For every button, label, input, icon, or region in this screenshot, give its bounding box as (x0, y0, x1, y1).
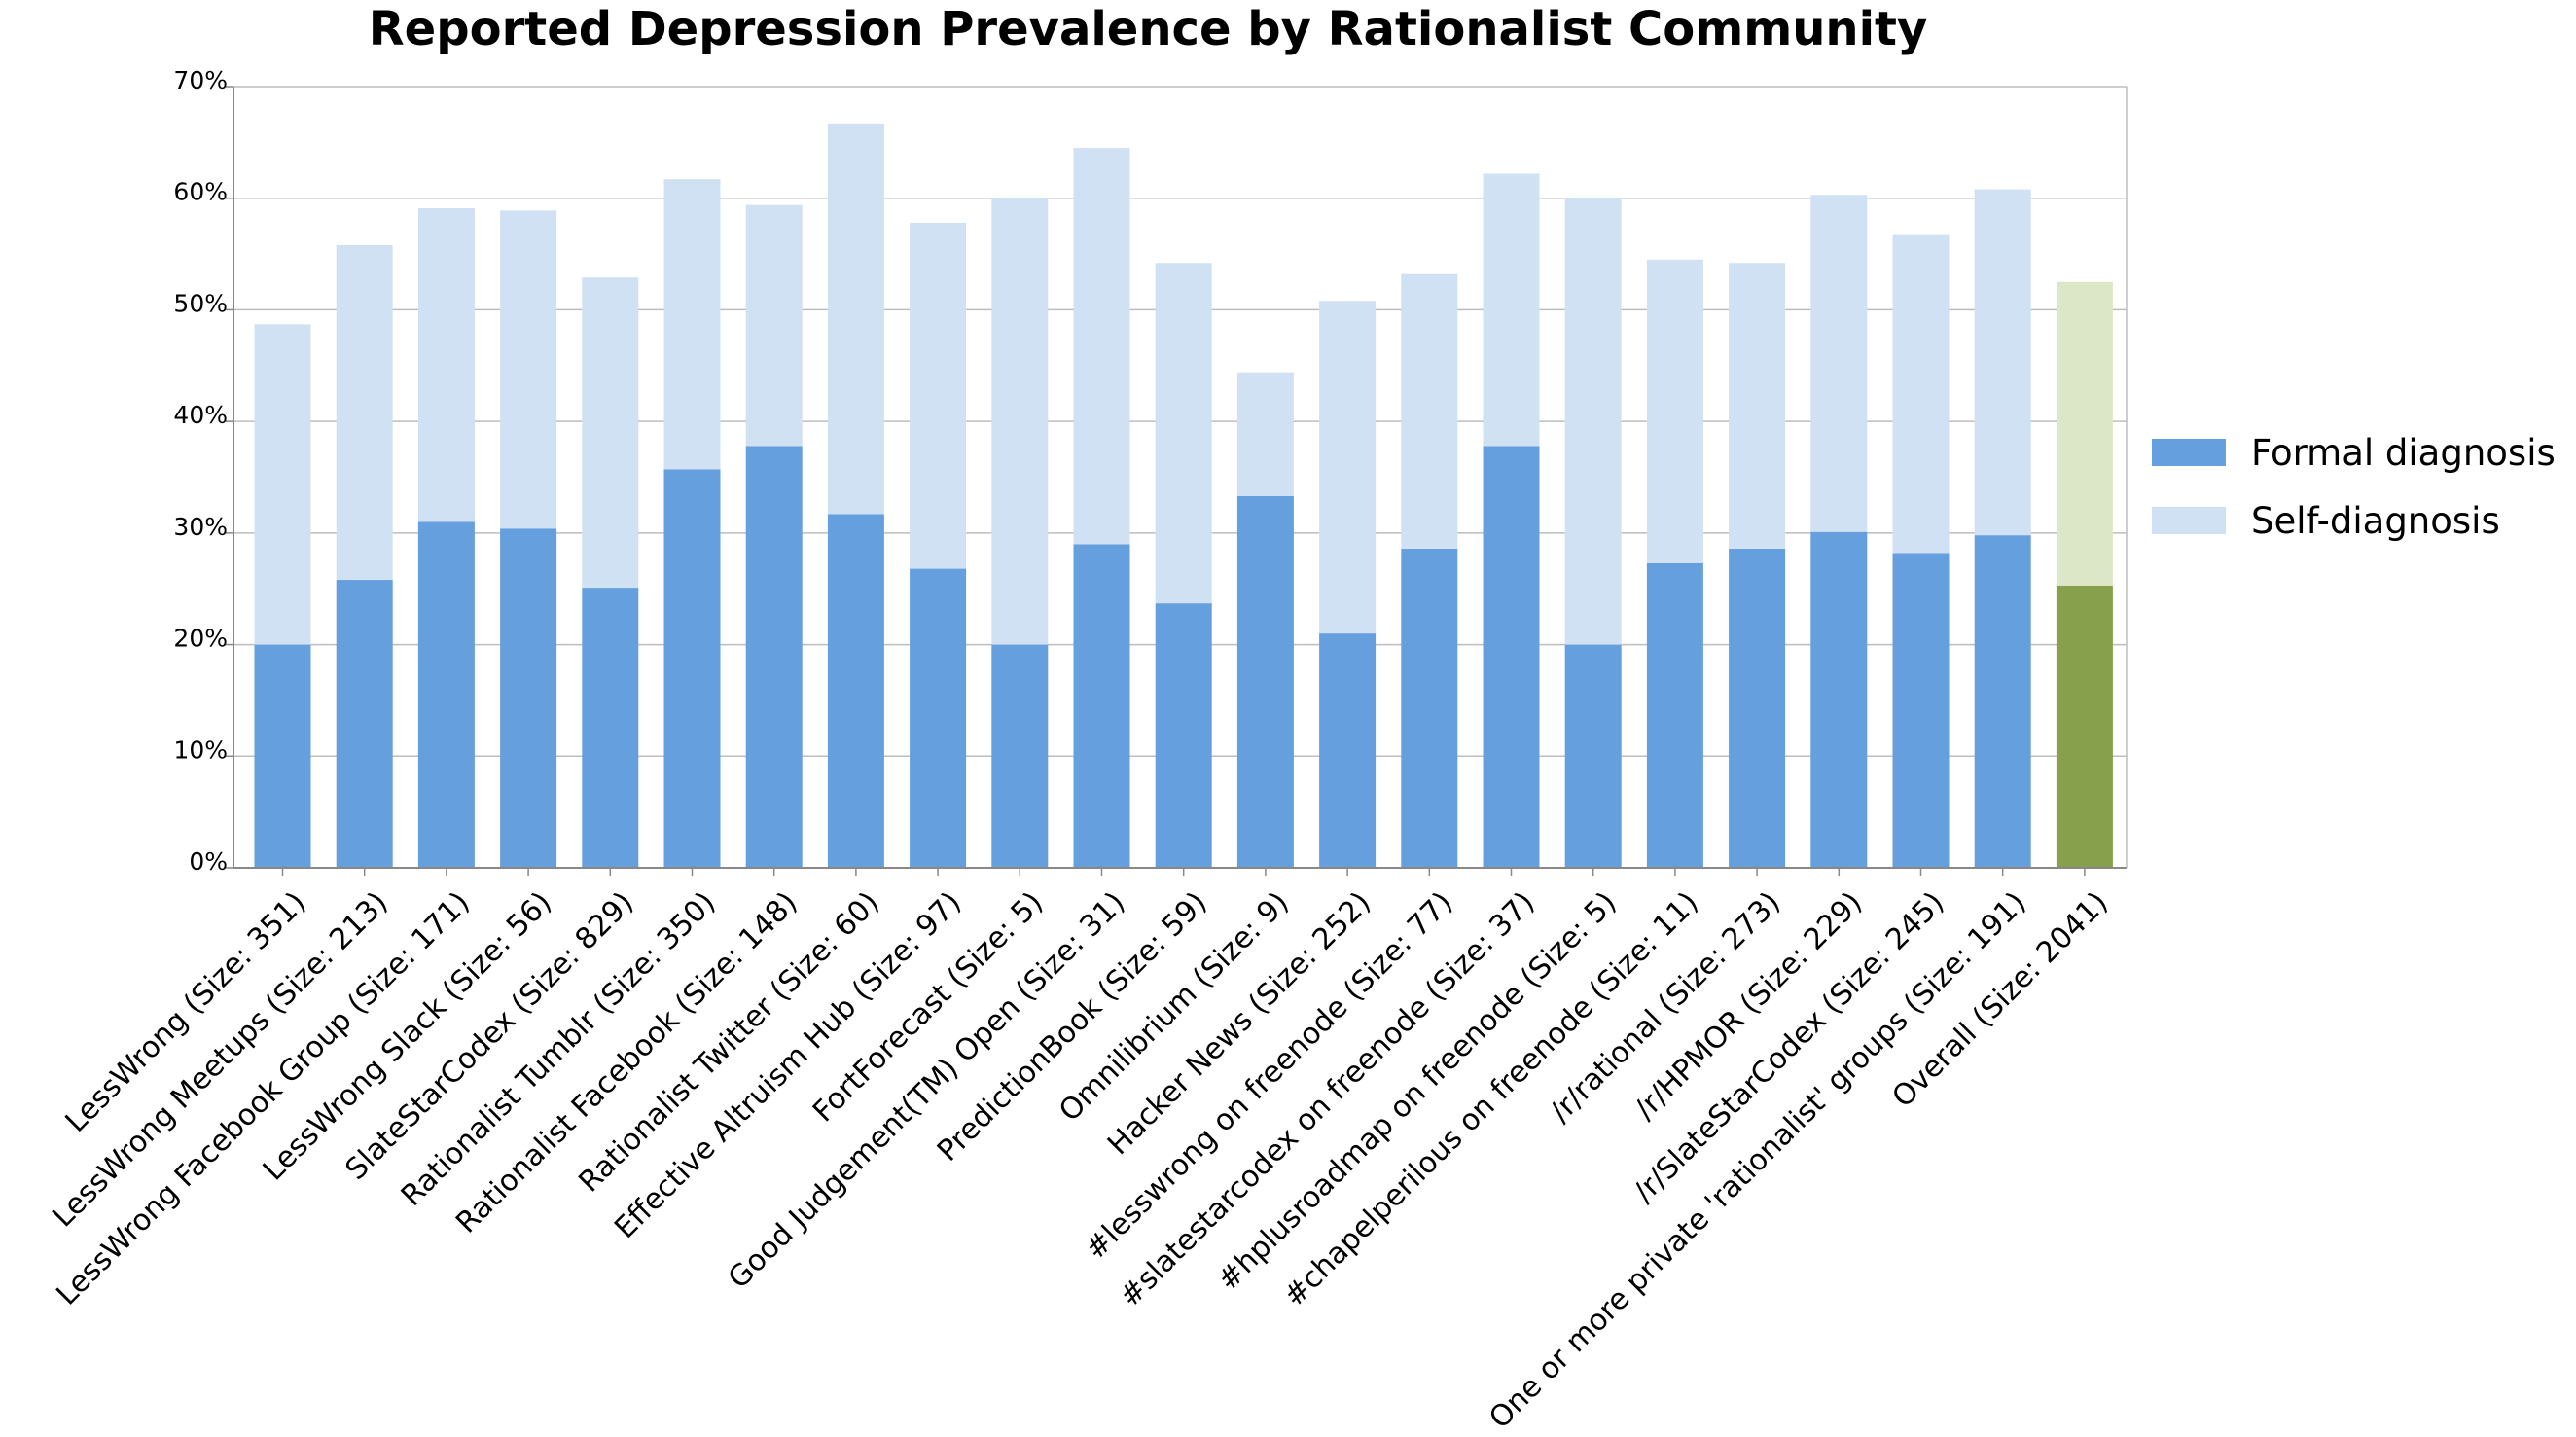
y-tick-label: 40% (173, 401, 228, 429)
bar-formal-21 (1974, 535, 2031, 868)
legend-label-self: Self-diagnosis (2251, 499, 2500, 542)
bar-formal-10 (1073, 544, 1130, 868)
legend-swatch-formal (2152, 439, 2226, 466)
bar-formal-0 (254, 644, 311, 868)
legend-item-self: Self-diagnosis (2152, 486, 2556, 555)
bar-formal-20 (1892, 553, 1950, 868)
bar-formal-22 (2056, 585, 2113, 868)
bar-self-9 (991, 198, 1049, 645)
y-tick-label: 20% (173, 625, 228, 653)
bar-formal-14 (1401, 548, 1458, 868)
bar-self-22 (2056, 281, 2113, 586)
bar-formal-3 (500, 528, 557, 868)
y-tick-label: 0% (189, 847, 228, 876)
y-tick-label: 70% (173, 66, 228, 94)
bar-self-6 (745, 204, 803, 447)
bar-self-12 (1236, 372, 1294, 497)
y-tick-label: 50% (173, 289, 228, 317)
bar-formal-16 (1564, 644, 1622, 868)
bar-self-20 (1892, 234, 1950, 554)
chart-title: Reported Depression Prevalence by Ration… (368, 2, 1928, 56)
x-tick-labels: LessWrong (Size: 351)LessWrong Meetups (… (46, 885, 2114, 1435)
bar-self-4 (582, 277, 639, 589)
y-tick-label: 60% (173, 178, 228, 206)
bar-formal-11 (1155, 603, 1212, 868)
bar-self-18 (1729, 263, 1786, 549)
bar-self-13 (1319, 301, 1377, 634)
bar-formal-2 (417, 521, 475, 868)
legend-swatch-self (2152, 507, 2226, 534)
bar-self-16 (1564, 198, 1622, 645)
y-tick-labels: 0% 10% 20% 30% 40% 50% 60% 70% (173, 66, 228, 876)
legend: Formal diagnosis Self-diagnosis (2152, 418, 2556, 555)
legend-label-formal: Formal diagnosis (2251, 431, 2556, 474)
bar-formal-7 (827, 514, 884, 868)
bar-self-0 (254, 324, 311, 645)
bar-self-14 (1401, 273, 1458, 549)
y-tick-label: 30% (173, 513, 228, 541)
bar-self-3 (500, 210, 557, 529)
bar-self-8 (910, 222, 967, 569)
bar-self-15 (1483, 173, 1540, 447)
bar-self-1 (336, 244, 393, 581)
x-tick-label: Rationalist Twitter (Size: 60) (572, 885, 885, 1199)
bar-formal-5 (663, 469, 721, 868)
bar-self-10 (1073, 148, 1130, 545)
x-tick-label: One or more private 'rationalist' groups… (1483, 885, 2032, 1435)
bar-self-7 (827, 123, 884, 515)
bar-self-2 (417, 208, 475, 522)
bar-formal-13 (1319, 633, 1377, 868)
x-tick-label: LessWrong Meetups (Size: 213) (46, 885, 394, 1234)
bar-formal-18 (1729, 548, 1786, 868)
bar-formal-6 (745, 446, 803, 868)
bar-self-19 (1810, 195, 1868, 532)
bar-self-5 (663, 179, 721, 470)
bar-self-17 (1646, 259, 1703, 563)
bar-self-11 (1155, 263, 1212, 604)
bar-formal-1 (336, 580, 393, 868)
axes (233, 87, 2128, 869)
bar-self-21 (1974, 189, 2031, 536)
bar-formal-12 (1236, 496, 1294, 868)
bar-formal-9 (991, 644, 1049, 868)
bar-formal-19 (1810, 531, 1868, 868)
bar-formal-17 (1646, 562, 1703, 868)
bar-formal-8 (910, 568, 967, 868)
legend-item-formal: Formal diagnosis (2152, 418, 2556, 486)
bar-formal-15 (1483, 446, 1540, 868)
bar-formal-4 (582, 588, 639, 868)
y-tick-label: 10% (173, 736, 228, 764)
bars (254, 123, 2113, 868)
